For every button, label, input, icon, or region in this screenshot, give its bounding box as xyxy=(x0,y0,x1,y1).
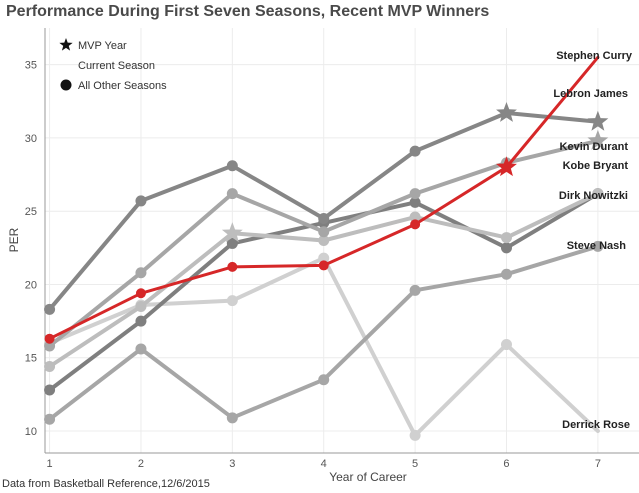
data-point xyxy=(135,300,147,312)
data-point xyxy=(318,374,330,386)
legend-label: All Other Seasons xyxy=(78,80,167,92)
data-point xyxy=(44,384,56,396)
data-point xyxy=(318,260,329,271)
series-group xyxy=(44,55,609,441)
data-point xyxy=(500,232,512,244)
legend-item-mvp: MVP Year xyxy=(59,38,127,52)
series-label: Dirk Nowitzki xyxy=(559,190,628,202)
mvp-star-marker xyxy=(587,110,609,131)
data-point xyxy=(409,188,421,200)
data-point xyxy=(135,315,147,327)
x-tick-label: 2 xyxy=(138,458,144,470)
series-labels: Stephen Curry Lebron James Kevin Durant Kob… xyxy=(553,50,632,431)
data-point xyxy=(44,413,56,425)
legend-label: Current Season xyxy=(78,60,155,72)
data-point xyxy=(226,160,238,172)
axes: PER Year of Career 10 15 20 25 30 35 1 2 3 4 5 6 7 xyxy=(7,28,639,484)
data-point xyxy=(318,226,330,238)
data-point xyxy=(409,196,421,208)
data-point xyxy=(135,195,147,207)
y-tick-label: 20 xyxy=(25,279,37,291)
grid-lines xyxy=(45,28,639,453)
legend: MVP Year Current Season All Other Seasons xyxy=(59,38,167,92)
series-stephen-curry xyxy=(44,55,600,344)
data-point xyxy=(226,295,238,307)
data-point xyxy=(44,333,55,344)
mvp-star-marker xyxy=(221,222,243,243)
x-tick-label: 3 xyxy=(229,458,235,470)
data-point xyxy=(226,237,238,249)
data-point xyxy=(592,240,604,252)
data-point xyxy=(409,211,421,223)
data-point xyxy=(135,288,146,299)
y-tick-label: 25 xyxy=(25,206,37,218)
legend-item-other: All Other Seasons xyxy=(60,79,167,92)
series-label: Lebron James xyxy=(553,88,628,100)
data-point xyxy=(500,242,512,254)
series-label: Kevin Durant xyxy=(560,141,629,153)
y-tick-label: 10 xyxy=(25,426,37,438)
y-tick-label: 35 xyxy=(25,60,37,72)
mvp-star-marker xyxy=(587,129,609,150)
data-point xyxy=(500,339,512,351)
x-tick-label: 1 xyxy=(47,458,53,470)
data-point xyxy=(226,412,238,424)
mvp-star-marker xyxy=(496,102,517,122)
series-steve-nash xyxy=(44,240,604,425)
plot-area xyxy=(45,28,639,453)
series-label: Kobe Bryant xyxy=(563,160,629,172)
series-label: Derrick Rose xyxy=(562,419,630,431)
y-tick-label: 15 xyxy=(25,353,37,365)
data-point xyxy=(227,261,238,272)
chart-title: Performance During First Seven Seasons, … xyxy=(6,3,490,20)
circle-icon xyxy=(60,79,72,91)
data-point xyxy=(318,252,330,264)
legend-label: MVP Year xyxy=(78,40,127,52)
source-note: Data from Basketball Reference,12/6/2015 xyxy=(2,478,210,490)
data-point xyxy=(410,219,421,230)
x-tick-label: 5 xyxy=(412,458,418,470)
data-point xyxy=(44,303,56,315)
data-point xyxy=(318,235,330,246)
series-label: Steve Nash xyxy=(567,240,627,252)
legend-item-current: Current Season xyxy=(78,60,155,72)
x-axis-label: Year of Career xyxy=(329,470,407,484)
data-point xyxy=(409,145,421,157)
y-tick-label: 30 xyxy=(25,133,37,145)
data-point xyxy=(592,188,604,200)
data-point xyxy=(318,213,330,225)
data-point xyxy=(135,267,147,279)
star-icon xyxy=(59,38,73,51)
data-point xyxy=(409,429,421,441)
mvp-star-marker xyxy=(496,156,517,177)
x-tick-label: 6 xyxy=(503,458,509,470)
x-tick-label: 4 xyxy=(321,458,327,470)
data-point xyxy=(44,361,56,373)
y-axis-label: PER xyxy=(7,227,21,252)
x-tick-label: 7 xyxy=(595,458,601,470)
series-kobe-bryant xyxy=(44,188,604,373)
data-point xyxy=(226,188,238,200)
series-lebron-james xyxy=(44,102,609,315)
series-label: Stephen Curry xyxy=(556,50,633,62)
data-point xyxy=(135,343,147,355)
data-point xyxy=(500,268,512,280)
data-point xyxy=(409,284,421,296)
data-point xyxy=(44,340,56,352)
